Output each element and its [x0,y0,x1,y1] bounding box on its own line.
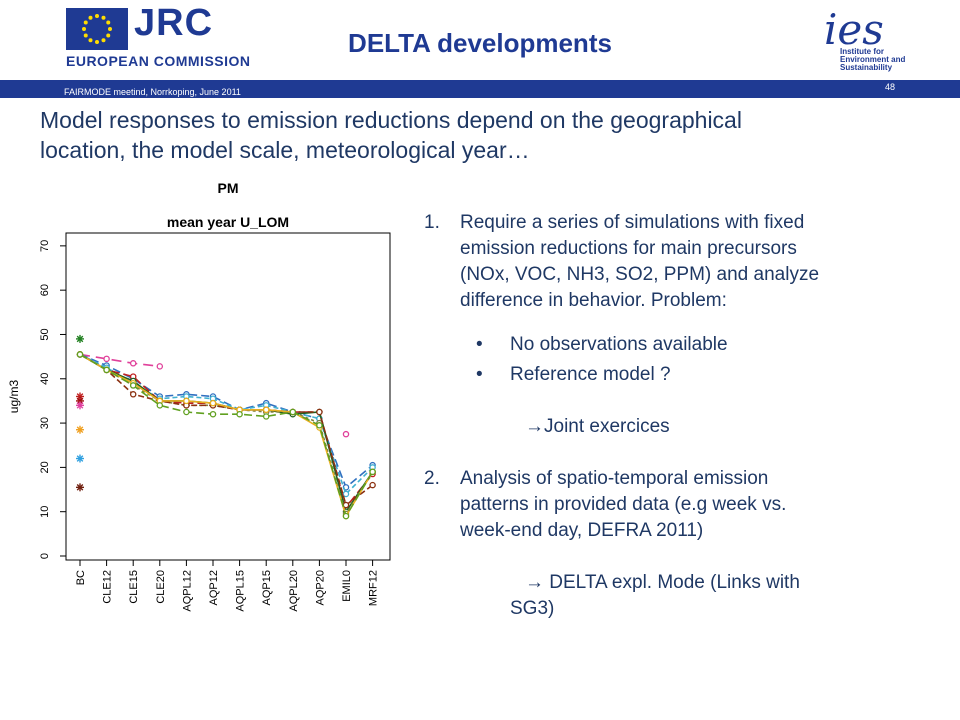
ies-text-line: Environment and [840,55,906,64]
text-line: emission reductions for main precursors [460,238,797,259]
jrc-logo-text: JRC [134,2,214,44]
data-point [262,413,270,420]
series-line [79,353,374,519]
x-tick-label: CLE15 [128,570,140,604]
text-line: week-end day, DEFRA 2011) [460,520,704,541]
series-line [79,353,374,519]
bullet-icon: • [476,364,483,385]
y-tick-label: 0 [39,553,51,559]
series-line [79,353,374,496]
x-tick-label: AQPL12 [181,570,193,612]
right-text-block: 1. Require a series of simulations with … [420,210,930,622]
text-line: Require a series of simulations with fix… [460,212,805,233]
text-line: Analysis of spatio-temporal emission [460,468,769,489]
data-point [342,512,350,520]
slide-header: JRC EUROPEAN COMMISSION DELTA developmen… [0,0,960,82]
arrow-note-1: →Joint exercices [525,414,930,440]
plot-frame [65,232,391,561]
subtitle-line: Model responses to emission reductions d… [40,107,742,133]
x-tick-label: AQP20 [314,570,326,605]
slide-subtitle: Model responses to emission reductions d… [40,105,920,165]
y-tick-label: 60 [39,284,51,296]
y-tick-label: 50 [39,328,51,340]
arrow-icon: → [525,572,544,593]
y-tick-label: 40 [39,373,51,385]
x-tick-label: BC [75,570,87,585]
data-point [316,408,323,416]
arrow-note-2: → DELTA expl. Mode (Links with [525,570,930,596]
european-commission-text: EUROPEAN COMMISSION [66,53,251,69]
arrow-note-text: SG3) [510,598,555,619]
y-tick-label: 10 [39,506,51,518]
data-point [156,363,164,370]
item-number: 1. [424,212,440,233]
series-line [79,353,374,507]
bc-star-marker [76,454,84,463]
pm-line-chart: PM mean year U_LOM 0 10 20 30 40 50 60 70 ug/m3 BC C… [7,180,391,612]
item-2-text: Analysis of spatio-temporal emission pat… [460,466,930,544]
data-point [236,410,243,418]
y-tick-label: 20 [39,461,51,473]
bullet-item: Reference model ? [510,364,671,385]
bc-star-marker [76,401,84,410]
data-point [342,501,350,509]
x-tick-label: CLE20 [155,570,167,604]
bullet-item: No observations available [510,334,728,355]
eu-flag-icon [66,8,128,50]
meeting-label: FAIRMODE meetind, Norrkoping, June 2011 [62,87,243,97]
data-point [342,490,350,498]
data-point [76,351,84,358]
arrow-note-text: Joint exercices [544,416,670,437]
ies-logo-letters: ies [824,5,884,52]
data-point [209,410,217,418]
data-point [316,422,323,429]
x-tick-label: MRF12 [368,570,380,606]
page-number: 48 [885,82,896,92]
x-tick-label: AQP15 [261,570,273,605]
data-point [289,408,297,416]
text-line: (NOx, VOC, NH3, SO2, PPM) and analyze [460,264,820,285]
x-tick-label: AQPL15 [235,570,247,612]
slide-title: DELTA developments [348,28,612,58]
item-number: 2. [424,468,440,489]
x-tick-label: CLE12 [102,570,114,604]
subtitle-line: location, the model scale, meteorologica… [40,137,530,163]
data-point [342,430,350,438]
data-point [369,481,376,489]
bc-star-marker [76,425,84,434]
data-point [209,399,217,407]
text-line: patterns in provided data (e.g week vs. [460,494,787,515]
chart-subtitle: mean year U_LOM [167,214,289,230]
bullet-icon: • [476,334,483,355]
text-line: difference in behavior. Problem: [460,290,727,311]
arrow-note-text: DELTA expl. Mode (Links with [544,572,800,593]
ies-logo-icon: ies [824,5,884,52]
y-axis-label: ug/m3 [7,380,21,414]
y-tick-label: 70 [39,240,51,252]
data-point [262,406,270,414]
item-1-text: Require a series of simulations with fix… [460,210,930,314]
y-tick-label: 30 [39,417,51,429]
data-point [129,391,137,398]
ies-institute-text: Institute for Environment and Sustainabi… [840,48,905,72]
data-point [129,382,137,389]
ies-text-line: Institute for [840,47,884,56]
bc-star-marker [76,483,84,492]
arrow-icon: → [525,416,544,437]
data-point [103,366,110,374]
x-tick-label: AQPL20 [288,570,300,612]
data-point [129,360,137,367]
x-tick-label: EMIL0 [341,570,353,602]
bc-star-marker [76,334,84,343]
chart-title: PM [218,180,239,196]
data-point [183,408,190,416]
x-tick-label: AQP12 [208,570,220,605]
data-point [183,397,190,405]
series-line [79,353,374,516]
data-point [103,355,110,363]
ies-text-line: Sustainability [840,63,893,72]
data-point [156,402,164,409]
data-point [369,468,376,476]
